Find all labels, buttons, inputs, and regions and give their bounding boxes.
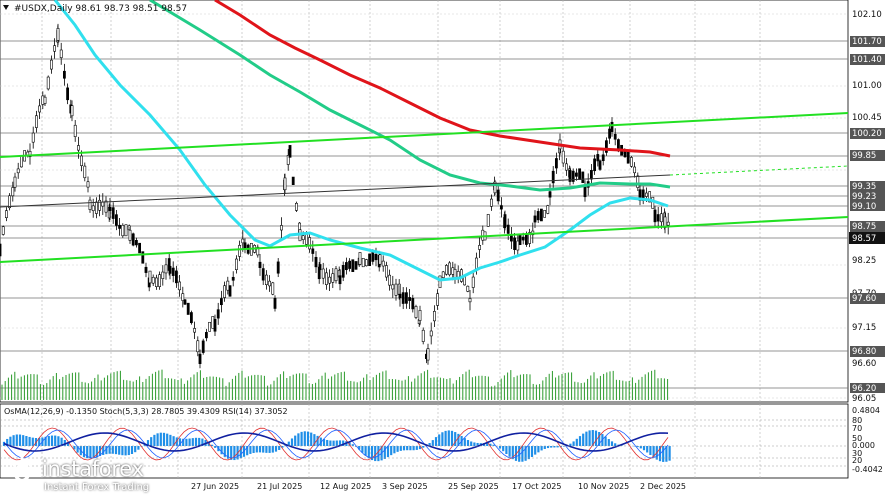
indicator-axis-label: 20 [852,456,862,465]
indicator-axis-label: 30 [852,449,862,458]
price-label: 99.35 [852,182,876,192]
symbol-title: #USDX,Daily 98.61 98.73 98.51 98.57 [14,4,187,14]
date-label: 21 Jul 2025 [257,482,302,491]
grid-lines [0,0,848,478]
date-label: 12 Aug 2025 [320,482,371,491]
price-label: 100.20 [852,129,882,139]
moving-averages [53,0,671,282]
price-label: 99.85 [852,151,876,161]
date-label: 10 Nov 2025 [578,482,629,491]
price-label: 98.25 [852,256,876,266]
dropdown-triangle-icon[interactable] [3,5,9,10]
date-label: 25 Sep 2025 [448,482,499,491]
volume-bars [1,369,669,400]
price-label: 101.00 [852,81,882,91]
indicator-axis-label: 0.000 [852,441,875,450]
indicator-plot-area [0,403,849,479]
price-label: 102.10 [852,10,882,20]
current-price-tag: 98.57 [852,234,876,244]
price-label: 96.80 [852,347,876,357]
price-label: 96.20 [852,384,876,394]
indicator-axis-label: 80 [852,416,862,425]
horizontal-levels [0,40,848,389]
indicator-axis-label: 0.4804 [852,406,880,415]
price-label: 98.75 [852,222,876,232]
price-label: 97.15 [852,323,876,333]
date-label: 27 Jun 2025 [191,482,239,491]
date-label: 3 Sep 2025 [382,482,428,491]
price-label: 101.70 [852,37,882,47]
date-axis: 27 Jun 2025 21 Jul 2025 12 Aug 2025 3 Se… [191,482,686,491]
indicator-panel: OsMA(12,26,9) -0.1350 Stoch(5,3,3) 28.78… [4,406,883,474]
price-axis: 102.10 101.70 101.40 101.00 100.45 100.2… [849,10,885,404]
price-label: 99.23 [852,192,876,202]
indicator-title: OsMA(12,26,9) -0.1350 Stoch(5,3,3) 28.78… [4,407,288,416]
header: #USDX,Daily 98.61 98.73 98.51 98.57 [3,4,187,14]
candlesticks [0,23,670,369]
date-label: 2 Dec 2025 [640,482,686,491]
price-label: 97.60 [852,294,876,304]
price-label: 96.05 [852,394,876,404]
trend-lines [0,112,849,263]
indicator-series [0,419,848,467]
indicator-axis-label: -0.4042 [852,465,883,474]
price-label: 99.10 [852,202,876,212]
price-label: 101.40 [852,55,882,65]
indicator-axis-label: 70 [852,424,862,433]
price-label: 96.60 [852,359,876,369]
date-label: 17 Oct 2025 [512,482,561,491]
indicator-axis-label: 50 [852,434,862,443]
price-label: 100.45 [852,113,882,123]
